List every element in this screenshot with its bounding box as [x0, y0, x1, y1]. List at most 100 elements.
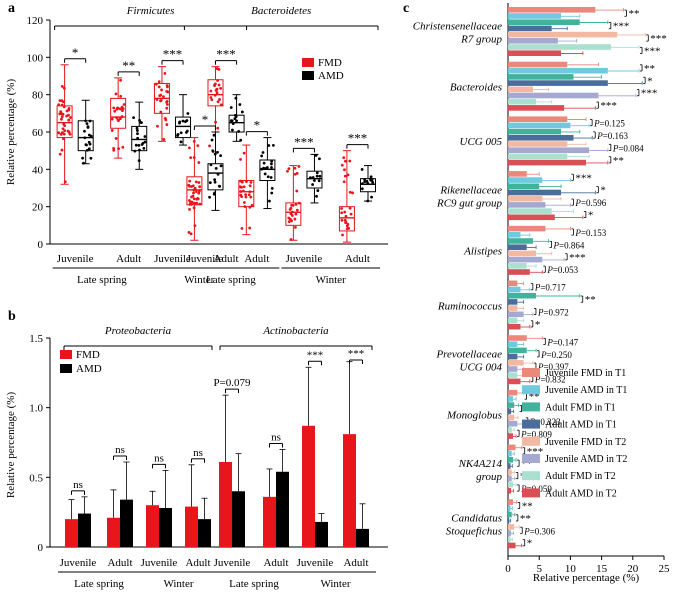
hbar — [508, 147, 590, 153]
box-point — [244, 193, 247, 196]
x-season-label: Late spring — [206, 274, 256, 286]
box-point — [192, 156, 196, 159]
box-point — [62, 105, 66, 109]
legend-swatch — [522, 368, 540, 377]
box-point — [63, 180, 67, 184]
box-point — [116, 118, 120, 122]
box-point — [216, 172, 220, 176]
box-point — [287, 167, 291, 171]
box-point — [313, 179, 316, 182]
box-point — [315, 174, 319, 178]
hbar — [508, 232, 521, 238]
box-point — [343, 210, 347, 214]
hbar — [508, 25, 552, 32]
taxon-group: P=0.717**P=0.972*Ruminococcus — [437, 280, 596, 331]
box-point — [119, 94, 123, 98]
hbar — [508, 378, 521, 385]
box-point — [86, 126, 90, 129]
box-point — [345, 224, 349, 228]
box-point — [121, 107, 125, 111]
hbar — [508, 353, 518, 360]
box-bacteroidetes-fmd — [285, 165, 302, 241]
box-point — [371, 180, 375, 184]
box-point — [85, 143, 88, 147]
panel-b: b 0 0.5 1.0 1.5 Relative percentage (%) ns ns ns… — [5, 309, 388, 590]
test-label: *** — [644, 45, 661, 57]
box-point — [69, 116, 72, 119]
hbar — [508, 135, 574, 141]
test-label: * — [588, 210, 594, 222]
box-point — [347, 226, 350, 230]
box-point — [213, 180, 217, 184]
box-point — [238, 103, 242, 106]
box-bacteroidetes-amd — [360, 165, 376, 203]
box-point — [84, 119, 88, 123]
taxon-name: Alistipes — [463, 246, 502, 258]
box-point — [67, 118, 71, 122]
x-age-label: Adult — [214, 253, 239, 265]
box-point — [340, 211, 344, 215]
test-label: P=0.832 — [534, 375, 566, 385]
taxon-name: Rikenellaceae — [439, 184, 502, 196]
hbar — [508, 208, 552, 214]
box-point — [295, 208, 299, 212]
significance-label: *** — [163, 47, 183, 62]
group-title: Proteobacteria — [104, 325, 172, 337]
box-point — [165, 100, 168, 104]
hbar — [508, 244, 527, 250]
box-point — [137, 159, 141, 163]
legend-label: Juvenile FMD in T2 — [545, 437, 626, 448]
box-point — [187, 146, 191, 150]
hbar — [508, 433, 513, 439]
box-point — [194, 190, 198, 194]
box-point — [138, 148, 141, 152]
hbar — [508, 280, 518, 287]
box-point — [216, 79, 219, 82]
test-label-value: =0.864 — [559, 240, 585, 250]
box-point — [349, 212, 353, 216]
box-point — [240, 195, 244, 199]
box-point — [59, 132, 63, 136]
test-label-value: =0.053 — [553, 265, 579, 275]
hbar — [508, 389, 518, 396]
box-point — [189, 232, 193, 236]
hbar — [508, 50, 562, 56]
legend-swatch — [522, 471, 540, 481]
box-body — [131, 125, 148, 152]
legend-label-amd: AMD — [76, 363, 102, 375]
hbar — [508, 450, 512, 457]
box-point — [343, 159, 347, 163]
y-tick-label: 120 — [27, 15, 44, 27]
hbar — [508, 457, 513, 463]
box-point — [267, 199, 271, 203]
hbar — [508, 256, 543, 263]
box-point — [190, 200, 194, 204]
box-point — [159, 99, 162, 103]
test-label: *** — [613, 21, 630, 33]
hbar — [508, 269, 530, 275]
box-point — [238, 185, 242, 189]
box-point — [208, 195, 211, 199]
test-label: ** — [522, 501, 533, 513]
test-label: ** — [529, 391, 540, 403]
test-label: P=0.596 — [574, 198, 606, 208]
test-label: *** — [650, 33, 667, 45]
box-point — [370, 195, 373, 199]
box-point — [63, 129, 67, 133]
box-point — [214, 166, 218, 170]
test-label: P=0.084 — [612, 143, 644, 153]
box-point — [297, 201, 301, 205]
significance-bracket: *** — [346, 131, 369, 149]
taxon-name: Stoquefichus — [446, 526, 502, 538]
box-point — [240, 226, 244, 230]
hbar — [508, 444, 516, 451]
box-point — [179, 140, 183, 144]
x-age-label: Juvenile — [154, 253, 191, 265]
box-point — [198, 185, 202, 189]
legend-label-amd: AMD — [318, 70, 344, 82]
box-point — [136, 136, 140, 140]
box-point — [351, 191, 354, 195]
box-firmicutes-fmd — [56, 64, 73, 185]
group-title: Bacteroidetes — [251, 5, 311, 17]
box-point — [210, 98, 214, 102]
